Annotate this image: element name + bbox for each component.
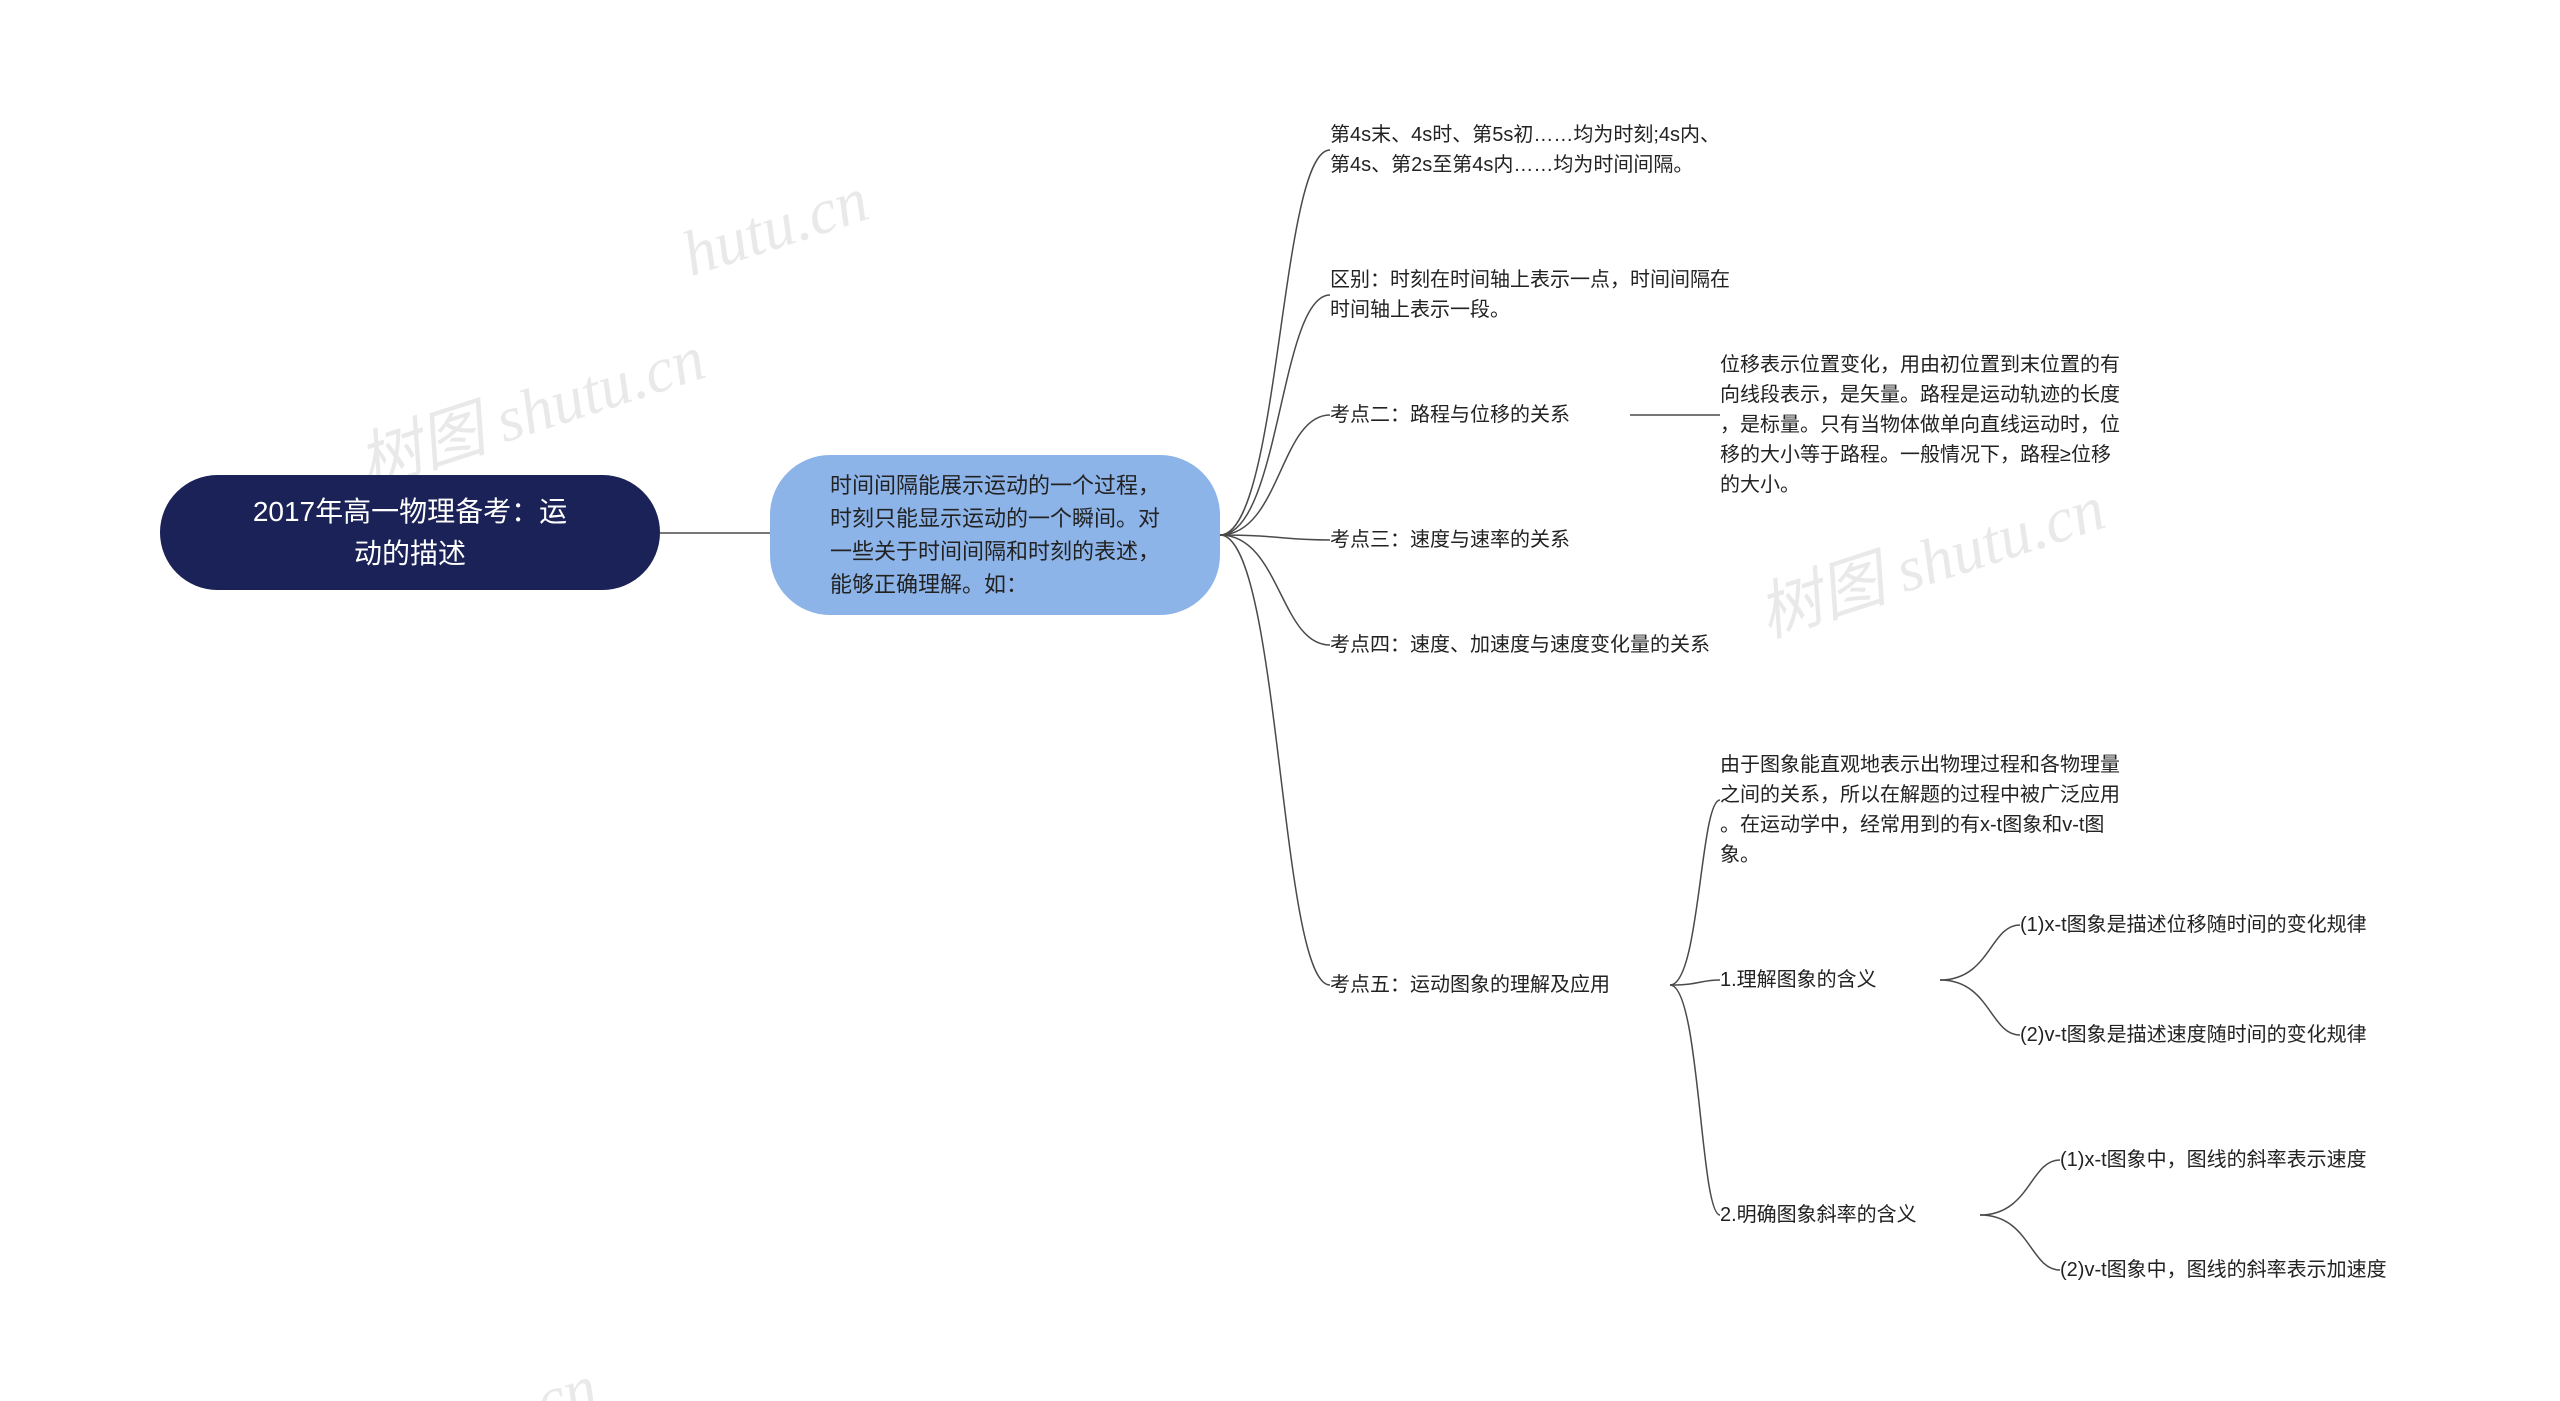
branch-b3a: 位移表示位置变化，用由初位置到末位置的有 向线段表示，是矢量。路程是运动轨迹的长… xyxy=(1720,350,2240,500)
branch-b6a: 由于图象能直观地表示出物理过程和各物理量 之间的关系，所以在解题的过程中被广泛应… xyxy=(1720,750,2240,870)
branch-b4: 考点三：速度与速率的关系 xyxy=(1330,525,1630,555)
mindmap-edges xyxy=(0,0,2560,1401)
watermark: hutu.cn xyxy=(673,162,877,291)
branch-b6b1: (1)x-t图象是描述位移随时间的变化规律 xyxy=(2020,910,2470,940)
root-label-line2: 动的描述 xyxy=(354,538,466,569)
branch-b6b: 1.理解图象的含义 xyxy=(1720,965,1940,995)
sub-node: 时间间隔能展示运动的一个过程， 时刻只能显示运动的一个瞬间。对 一些关于时间间隔… xyxy=(770,455,1220,615)
branch-b5: 考点四：速度、加速度与速度变化量的关系 xyxy=(1330,630,1780,660)
branch-b6c1: (1)x-t图象中，图线的斜率表示速度 xyxy=(2060,1145,2480,1175)
branch-b2: 区别：时刻在时间轴上表示一点，时间间隔在 时间轴上表示一段。 xyxy=(1330,265,1850,325)
branch-b6c2: (2)v-t图象中，图线的斜率表示加速度 xyxy=(2060,1255,2480,1285)
branch-b6b2: (2)v-t图象是描述速度随时间的变化规律 xyxy=(2020,1020,2470,1050)
sub-line4: 能够正确理解。如： xyxy=(830,572,1028,597)
sub-line1: 时间间隔能展示运动的一个过程， xyxy=(830,473,1160,498)
sub-line2: 时刻只能显示运动的一个瞬间。对 xyxy=(830,506,1160,531)
branch-b6: 考点五：运动图象的理解及应用 xyxy=(1330,970,1670,1000)
branch-b1: 第4s末、4s时、第5s初……均为时刻;4s内、 第4s、第2s至第4s内……均… xyxy=(1330,120,1850,180)
root-node: 2017年高一物理备考：运 动的描述 xyxy=(160,475,660,590)
watermark: .cn xyxy=(510,1350,606,1401)
branch-b6c: 2.明确图象斜率的含义 xyxy=(1720,1200,1980,1230)
branch-b3: 考点二：路程与位移的关系 xyxy=(1330,400,1630,430)
root-label-line1: 2017年高一物理备考：运 xyxy=(253,496,567,527)
sub-line3: 一些关于时间间隔和时刻的表述， xyxy=(830,539,1160,564)
